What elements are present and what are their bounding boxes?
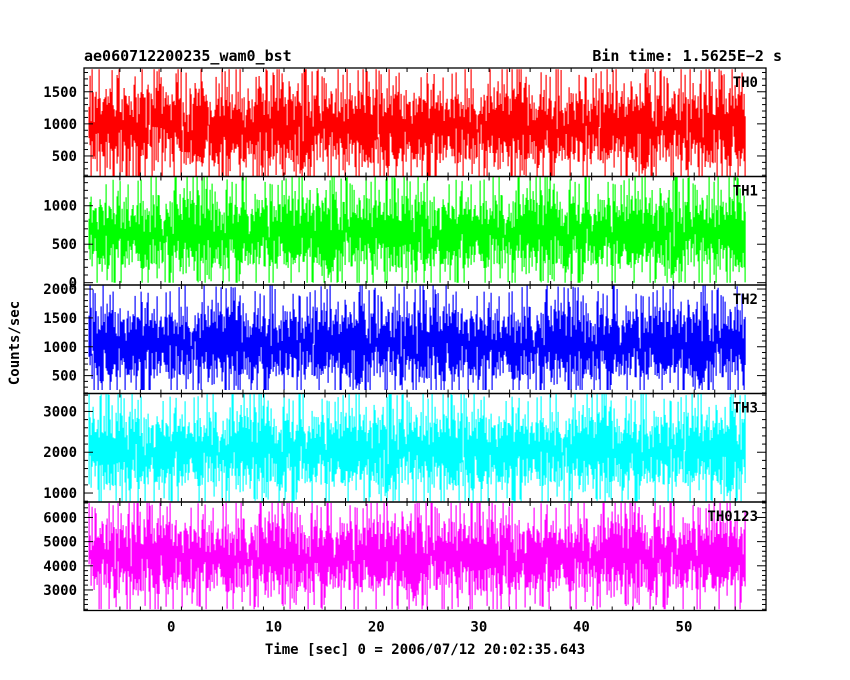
- panel-th0: 500 1000 1500 TH0: [43, 67, 767, 178]
- chart-subtitle: Bin time: 1.5625E−2 s: [592, 47, 782, 65]
- x-axis-title: Time [sec] 0 = 2006/07/12 20:02:35.643: [265, 642, 585, 658]
- y-tick-label-th3-1: 2000: [43, 445, 77, 461]
- y-tick-label-th0-1: 1000: [43, 117, 77, 133]
- y-axis-title: Counts/sec: [7, 301, 23, 385]
- series-label-th1: TH1: [733, 184, 758, 200]
- y-tick-label-th2-2: 1500: [43, 311, 77, 327]
- series-label-th3: TH3: [733, 401, 758, 417]
- series-line-th3: [88, 393, 746, 502]
- panel-th0123: 3000 4000 5000 6000 TH0123: [43, 501, 767, 612]
- series-line-th1: [88, 176, 746, 283]
- y-tick-label-th3-2: 3000: [43, 404, 77, 420]
- series-label-th2: TH2: [733, 292, 758, 308]
- series-line-th0: [88, 69, 746, 177]
- series-line-th0123: [88, 503, 746, 610]
- y-tick-label-th0123-2: 5000: [43, 535, 77, 551]
- x-axis: 0 10 20 30 40 50: [167, 620, 692, 636]
- x-tick-label-1: 10: [265, 620, 282, 636]
- y-tick-label-th3-0: 1000: [43, 486, 77, 502]
- series-label-th0: TH0: [733, 75, 758, 91]
- x-tick-label-5: 50: [676, 620, 693, 636]
- y-tick-label-th2-3: 2000: [43, 282, 77, 298]
- y-tick-label-th1-1: 500: [52, 237, 77, 253]
- y-tick-label-th2-1: 1000: [43, 340, 77, 356]
- x-tick-label-3: 30: [470, 620, 487, 636]
- series-label-th0123: TH0123: [707, 509, 758, 525]
- panel-th1: 0 500 1000 TH1: [43, 175, 767, 292]
- y-tick-label-th1-0: 0: [69, 276, 77, 292]
- series-line-th2: [88, 285, 746, 390]
- x-tick-label-0: 0: [167, 620, 175, 636]
- panel-th3: 1000 2000 3000 TH3: [43, 392, 767, 503]
- y-tick-label-th2-0: 500: [52, 369, 77, 385]
- panels: 500 1000 1500 TH0 0 500 1000 TH1 500 1000 1500 2000…: [43, 67, 767, 612]
- y-tick-label-th0-0: 500: [52, 149, 77, 165]
- panel-th2: 500 1000 1500 2000 TH2: [43, 282, 767, 395]
- x-tick-label-4: 40: [573, 620, 590, 636]
- y-tick-label-th1-2: 1000: [43, 199, 77, 215]
- y-tick-label-th0123-1: 4000: [43, 559, 77, 575]
- y-tick-label-th0123-3: 6000: [43, 510, 77, 526]
- x-tick-label-2: 20: [368, 620, 385, 636]
- chart-title: ae060712200235_wam0_bst: [84, 47, 292, 65]
- y-tick-label-th0123-0: 3000: [43, 583, 77, 599]
- y-tick-label-th0-2: 1500: [43, 85, 77, 101]
